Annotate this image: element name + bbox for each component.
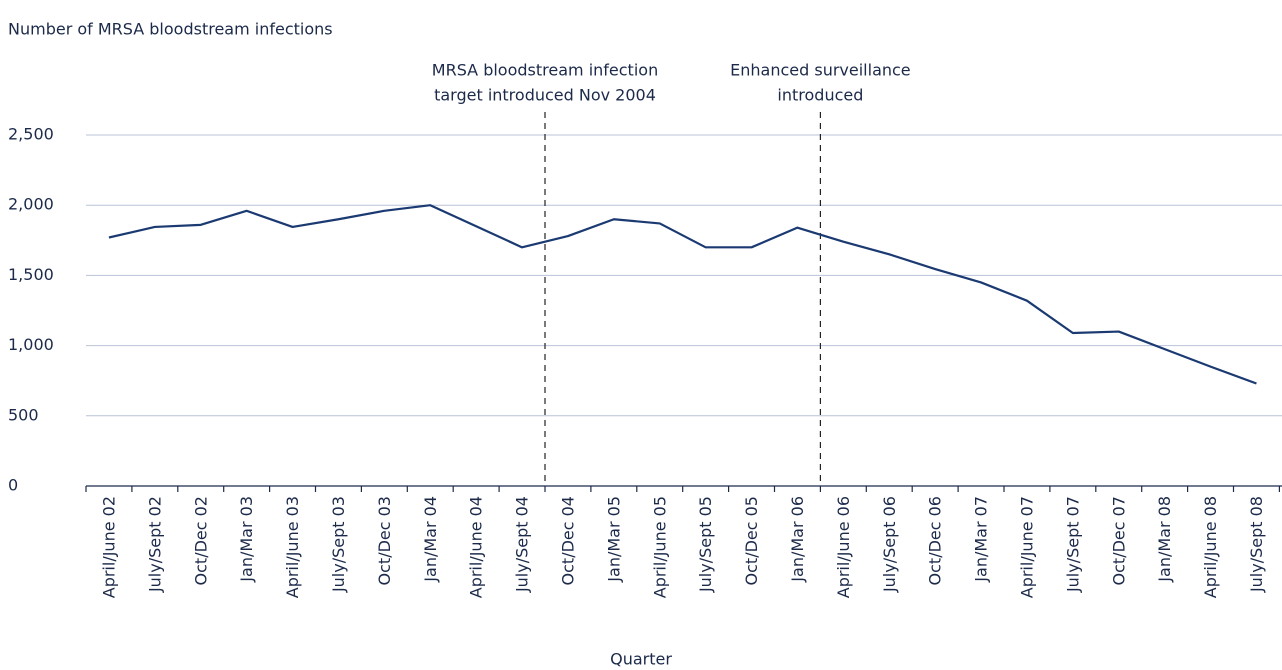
x-tick-label: April/June 08 bbox=[1201, 496, 1220, 598]
x-tick-label: July/Sept 07 bbox=[1063, 496, 1082, 593]
x-tick-label: April/June 02 bbox=[99, 496, 118, 598]
x-tick-label: July/Sept 05 bbox=[696, 496, 715, 593]
x-tick-label: July/Sept 06 bbox=[880, 496, 899, 593]
x-tick-label: Oct/Dec 04 bbox=[558, 496, 577, 585]
x-tick-label: July/Sept 04 bbox=[513, 496, 532, 593]
x-tick-label: April/June 05 bbox=[650, 496, 669, 598]
x-tick-label: April/June 03 bbox=[283, 496, 302, 598]
x-tick-label: Jan/Mar 07 bbox=[972, 496, 991, 583]
y-tick-label: 500 bbox=[8, 405, 39, 424]
annotation-text: target introduced Nov 2004 bbox=[434, 86, 656, 105]
x-tick-label: Jan/Mar 06 bbox=[788, 496, 807, 583]
x-tick-label: Jan/Mar 08 bbox=[1155, 496, 1174, 583]
data-line bbox=[108, 204, 1257, 385]
x-axis-label: Quarter bbox=[610, 650, 672, 669]
x-tick-label: April/June 07 bbox=[1017, 496, 1036, 598]
x-tick-label: July/Sept 08 bbox=[1247, 496, 1266, 593]
y-tick-label: 2,000 bbox=[8, 195, 54, 214]
annotation-text: MRSA bloodstream infection bbox=[432, 61, 658, 80]
y-tick-label: 1,000 bbox=[8, 335, 54, 354]
x-tick-label: Oct/Dec 05 bbox=[742, 496, 761, 585]
y-tick-label: 1,500 bbox=[8, 265, 54, 284]
x-tick-label: July/Sept 03 bbox=[329, 496, 348, 593]
x-tick-label: Oct/Dec 06 bbox=[926, 496, 945, 585]
x-tick-label: Oct/Dec 03 bbox=[375, 496, 394, 585]
y-axis-label: Number of MRSA bloodstream infections bbox=[8, 20, 333, 39]
x-tick-label: Oct/Dec 02 bbox=[191, 496, 210, 585]
y-tick-label: 2,500 bbox=[8, 125, 54, 144]
x-tick-label: July/Sept 02 bbox=[145, 496, 164, 593]
annotation-text: Enhanced surveillance bbox=[730, 61, 911, 80]
x-tick-label: Oct/Dec 07 bbox=[1109, 496, 1128, 585]
x-tick-label: Jan/Mar 04 bbox=[421, 496, 440, 583]
annotation-text: introduced bbox=[777, 86, 863, 105]
y-tick-label: 0 bbox=[8, 476, 18, 495]
x-tick-label: Jan/Mar 05 bbox=[604, 496, 623, 583]
x-tick-label: Jan/Mar 03 bbox=[237, 496, 256, 583]
x-tick-label: April/June 04 bbox=[467, 496, 486, 598]
x-tick-label: April/June 06 bbox=[834, 496, 853, 598]
